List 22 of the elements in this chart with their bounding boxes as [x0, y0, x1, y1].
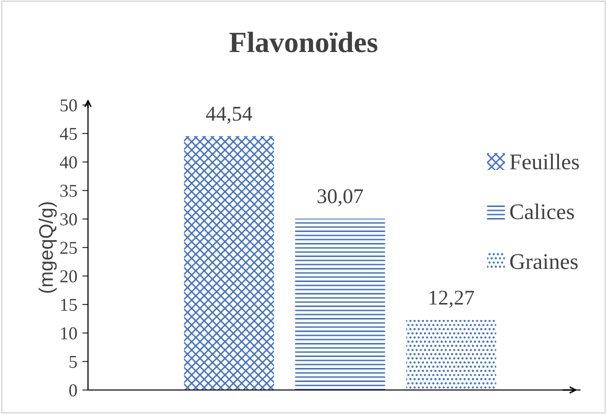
bar: [406, 320, 496, 390]
data-label: 12,27: [430, 290, 474, 308]
y-tick-label: 20: [60, 270, 77, 282]
chart-title: Flavonoïdes: [229, 32, 378, 52]
y-tick-label: 50: [60, 99, 77, 112]
y-tick-label: 15: [61, 298, 77, 311]
y-tick-label: 25: [60, 242, 77, 254]
y-tick-label: 35: [60, 184, 77, 197]
y-tick-label: 10: [61, 327, 77, 340]
legend-label: Calices: [510, 204, 574, 220]
y-tick-label: 40: [60, 156, 77, 168]
legend-label: Graines: [510, 254, 578, 270]
data-label: 44,54: [206, 106, 252, 124]
y-tick-label: 0: [69, 384, 77, 396]
bar: [295, 218, 386, 390]
y-tick-label: 45: [60, 128, 77, 140]
y-tick-label: 5: [70, 356, 77, 368]
y-axis-title: (mgeqQ/g): [38, 202, 57, 293]
legend-label: Feuilles: [510, 154, 579, 170]
y-tick-label: 30: [60, 213, 77, 226]
bar: [184, 136, 274, 390]
data-label: 30,07: [318, 189, 363, 206]
